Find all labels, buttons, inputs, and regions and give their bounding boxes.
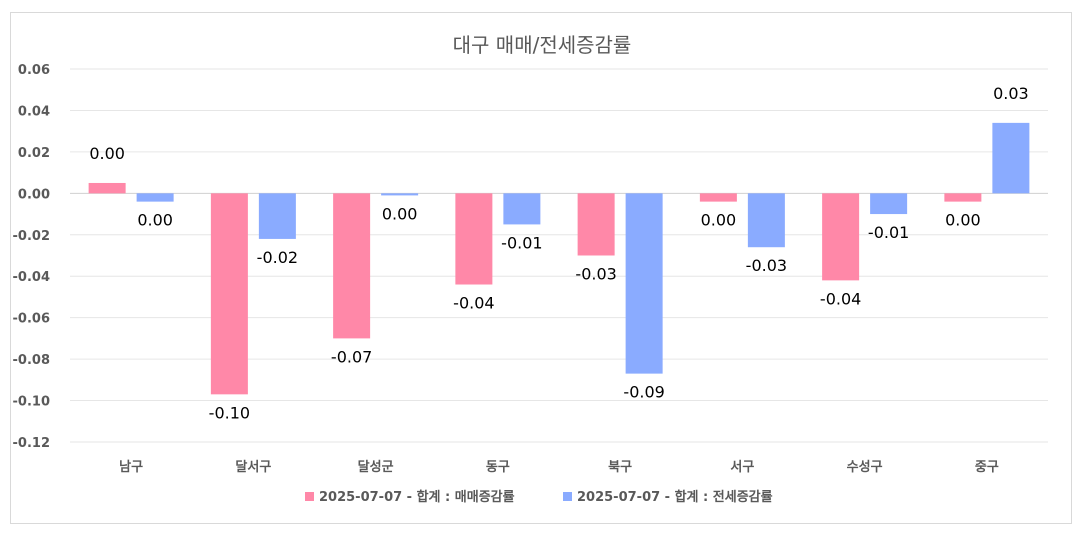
gridlines	[70, 68, 1048, 443]
data-label: -0.01	[868, 223, 909, 242]
bar-jeonse	[381, 193, 419, 196]
data-label: 0.00	[945, 211, 981, 230]
data-label: -0.04	[453, 294, 494, 313]
category-label: 남구	[119, 459, 143, 475]
bar-sale	[822, 193, 860, 281]
y-tick-label: 0.02	[18, 146, 50, 161]
category-label: 달서구	[235, 460, 271, 475]
y-tick-label: -0.08	[13, 353, 50, 368]
data-label: -0.04	[820, 289, 861, 308]
data-label: -0.01	[501, 233, 542, 252]
y-tick-label: 0.06	[18, 63, 50, 78]
data-label: 0.03	[993, 84, 1029, 103]
data-label: -0.09	[623, 383, 664, 402]
data-label: 0.00	[382, 204, 418, 223]
y-tick-label: 0.04	[18, 104, 50, 119]
category-label: 수성구	[847, 460, 883, 475]
bar-sale	[699, 193, 737, 202]
data-label: -0.07	[331, 347, 372, 366]
bar-jeonse	[992, 122, 1030, 194]
bar-sale	[944, 193, 982, 202]
category-label: 달성군	[358, 460, 394, 475]
data-label: 0.00	[137, 211, 173, 230]
category-label: 동구	[486, 460, 510, 475]
y-tick-label: -0.04	[13, 270, 50, 285]
y-tick-label: -0.06	[13, 312, 50, 327]
bar-jeonse	[870, 193, 908, 215]
chart-frame	[10, 12, 1072, 524]
data-label: -0.03	[746, 256, 787, 275]
data-label: 0.00	[89, 144, 125, 163]
data-label: 0.00	[701, 211, 737, 230]
bar-jeonse	[625, 193, 663, 374]
bar-sale	[210, 193, 248, 395]
category-labels: 남구 달서구 달성군 동구 북구 서구 수성구 중구	[119, 459, 999, 475]
chart-title: 대구 매매/전세증감률	[453, 33, 632, 57]
legend-label: 2025-07-07 - 합계 : 매매증감률	[319, 489, 515, 505]
legend-label: 2025-07-07 - 합계 : 전세증감률	[577, 489, 773, 505]
y-tick-label: 0.00	[18, 187, 50, 202]
legend-swatch	[563, 492, 572, 501]
bar-jeonse	[258, 193, 296, 239]
bar-sale	[88, 182, 126, 194]
data-labels: 0.00 0.00 -0.10 -0.02 -0.07 0.00 -0.04 -0.01 -0.…	[89, 84, 1028, 422]
data-label: -0.03	[575, 265, 616, 284]
bar-sale	[577, 193, 615, 256]
bars	[88, 122, 1030, 395]
data-label: -0.02	[257, 248, 298, 267]
y-axis-ticks: 0.06 0.04 0.02 0.00 -0.02 -0.04 -0.06 -0.08 -0.1…	[13, 63, 50, 451]
category-label: 북구	[608, 460, 632, 475]
category-label: 중구	[975, 460, 999, 475]
bar-jeonse	[747, 193, 785, 248]
bar-jeonse	[136, 193, 174, 202]
y-tick-label: -0.12	[13, 436, 50, 451]
legend: 2025-07-07 - 합계 : 매매증감률 2025-07-07 - 합계 :…	[305, 489, 773, 505]
y-tick-label: -0.10	[13, 395, 50, 410]
y-tick-label: -0.02	[13, 229, 50, 244]
category-label: 서구	[730, 460, 754, 475]
bar-sale	[455, 193, 493, 285]
bar-jeonse	[503, 193, 541, 225]
bar-sale	[333, 193, 371, 339]
data-label: -0.10	[209, 403, 250, 422]
legend-swatch	[305, 492, 314, 501]
